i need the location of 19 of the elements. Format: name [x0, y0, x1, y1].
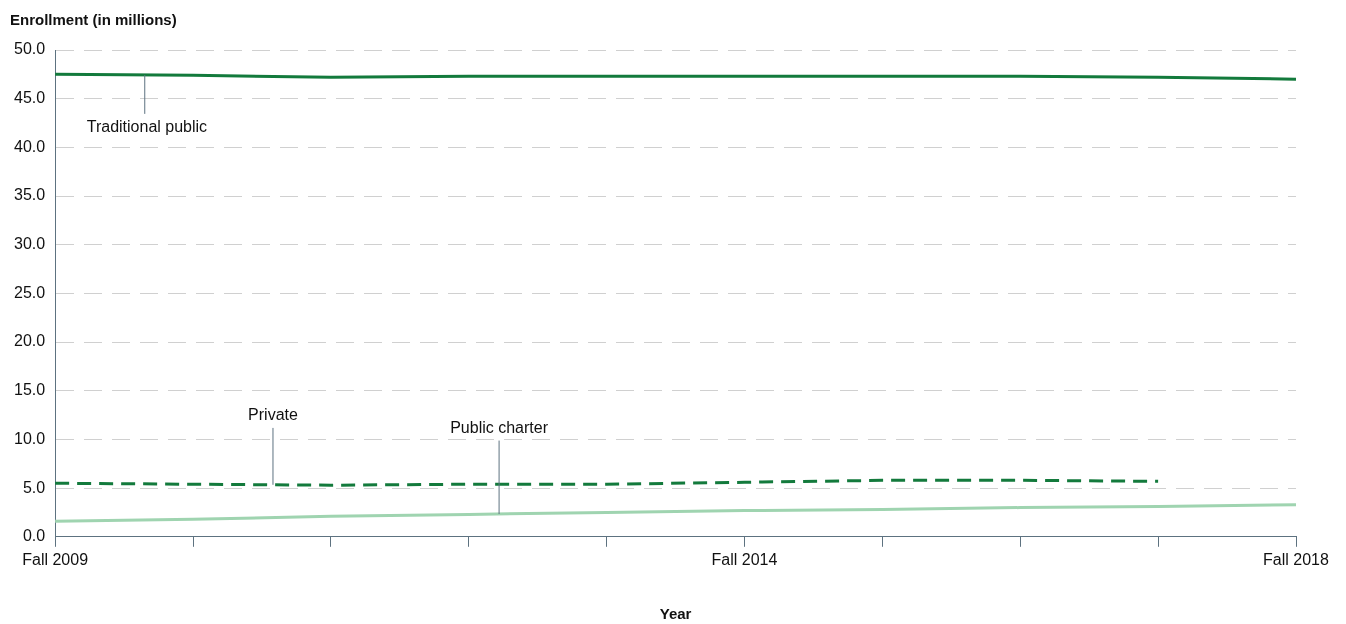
y-tick-label: 50.0 [14, 40, 46, 58]
text: Public charter [450, 418, 549, 436]
y-tick-label: 5.0 [22, 478, 46, 496]
y-tick-label: 0.0 [22, 527, 46, 545]
y-tick-label: 45.0 [14, 89, 46, 107]
x-tick-label: Fall 2014 [711, 550, 778, 568]
x-tick-label: Fall 2009 [22, 550, 89, 568]
x-tick-label: Fall 2018 [1263, 550, 1330, 568]
text: Traditional public [86, 118, 208, 136]
y-tick-label: 10.0 [14, 429, 46, 447]
text: Private [248, 406, 298, 424]
y-tick-label: 15.0 [14, 381, 46, 399]
y-tick-label: 20.0 [14, 332, 46, 350]
y-tick-label: 40.0 [14, 137, 46, 155]
y-tick-label: 35.0 [14, 186, 46, 204]
x-axis-title: Year [659, 605, 692, 623]
y-axis-title: Enrollment (in millions) [10, 11, 177, 29]
y-tick-label: 30.0 [14, 235, 46, 253]
y-tick-label: 25.0 [14, 283, 46, 301]
